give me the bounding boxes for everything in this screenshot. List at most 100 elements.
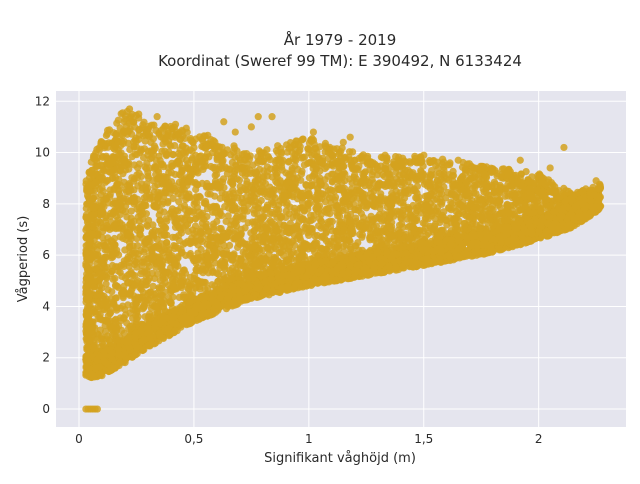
data-point: [430, 203, 437, 210]
data-point: [145, 252, 152, 259]
data-point: [448, 227, 455, 234]
data-point: [180, 216, 187, 223]
data-point: [276, 249, 283, 256]
data-point: [123, 230, 130, 237]
data-point: [216, 225, 223, 232]
data-point: [130, 252, 137, 259]
data-point: [211, 251, 218, 258]
data-point: [386, 171, 393, 178]
data-point: [367, 190, 374, 197]
data-point: [355, 190, 362, 197]
data-point: [168, 299, 175, 306]
data-point: [362, 168, 369, 175]
data-point: [138, 280, 145, 287]
data-point: [247, 229, 254, 236]
data-point: [396, 208, 403, 215]
data-point: [110, 208, 117, 215]
data-point: [420, 163, 427, 170]
data-point: [405, 206, 412, 213]
data-point: [204, 205, 211, 212]
data-point: [389, 233, 396, 240]
data-point: [378, 239, 385, 246]
data-point: [207, 184, 214, 191]
data-point: [197, 236, 204, 243]
data-point: [271, 221, 278, 228]
data-point: [505, 210, 512, 217]
data-point: [154, 189, 161, 196]
data-point: [169, 277, 176, 284]
data-point: [98, 204, 105, 211]
data-point: [469, 185, 476, 192]
data-point: [202, 266, 209, 273]
data-point: [171, 245, 178, 252]
data-point: [104, 127, 111, 134]
data-point: [122, 224, 129, 231]
data-point: [271, 167, 278, 174]
data-point: [245, 219, 252, 226]
data-point: [85, 182, 92, 189]
data-point: [432, 215, 439, 222]
data-point: [291, 205, 298, 212]
data-point: [340, 243, 347, 250]
data-point: [90, 319, 97, 326]
data-point: [105, 199, 112, 206]
data-point: [483, 184, 490, 191]
data-point: [329, 178, 336, 185]
data-point: [131, 123, 138, 130]
data-point: [136, 294, 143, 301]
data-point: [143, 193, 150, 200]
data-point: [115, 176, 122, 183]
data-point: [218, 258, 225, 265]
data-point: [198, 163, 205, 170]
data-point: [264, 193, 271, 200]
data-point: [250, 186, 257, 193]
data-point: [86, 240, 93, 247]
data-point: [506, 190, 513, 197]
data-point: [221, 265, 228, 272]
data-point: [158, 160, 165, 167]
data-point: [526, 178, 533, 185]
data-point: [373, 184, 380, 191]
data-point: [111, 200, 118, 207]
data-point: [268, 209, 275, 216]
data-point: [432, 226, 439, 233]
data-point: [172, 171, 179, 178]
data-point: [130, 144, 137, 151]
data-point: [123, 123, 130, 130]
data-point: [254, 159, 261, 166]
data-point: [458, 188, 465, 195]
data-point: [423, 202, 430, 209]
data-point: [252, 261, 259, 268]
data-point: [143, 129, 150, 136]
data-point: [348, 196, 355, 203]
data-point: [213, 270, 220, 277]
data-point: [219, 250, 226, 257]
data-point: [171, 185, 178, 192]
data-point: [133, 316, 140, 323]
data-point: [277, 145, 284, 152]
data-point: [223, 234, 230, 241]
data-point: [176, 224, 183, 231]
data-point: [309, 226, 316, 233]
data-point: [180, 294, 187, 301]
data-point: [205, 228, 212, 235]
data-point: [298, 216, 305, 223]
data-point: [104, 286, 111, 293]
data-point: [212, 167, 219, 174]
data-point: [140, 258, 147, 265]
data-point: [182, 150, 189, 157]
data-point: [458, 202, 465, 209]
data-point: [305, 200, 312, 207]
data-point: [127, 323, 134, 330]
data-point: [311, 194, 318, 201]
data-point: [97, 197, 104, 204]
data-point: [305, 191, 312, 198]
data-point: [380, 225, 387, 232]
data-point: [259, 184, 266, 191]
data-point: [496, 196, 503, 203]
data-point: [417, 153, 424, 160]
data-point: [169, 151, 176, 158]
data-point: [121, 153, 128, 160]
data-point: [92, 179, 99, 186]
data-point: [198, 246, 205, 253]
